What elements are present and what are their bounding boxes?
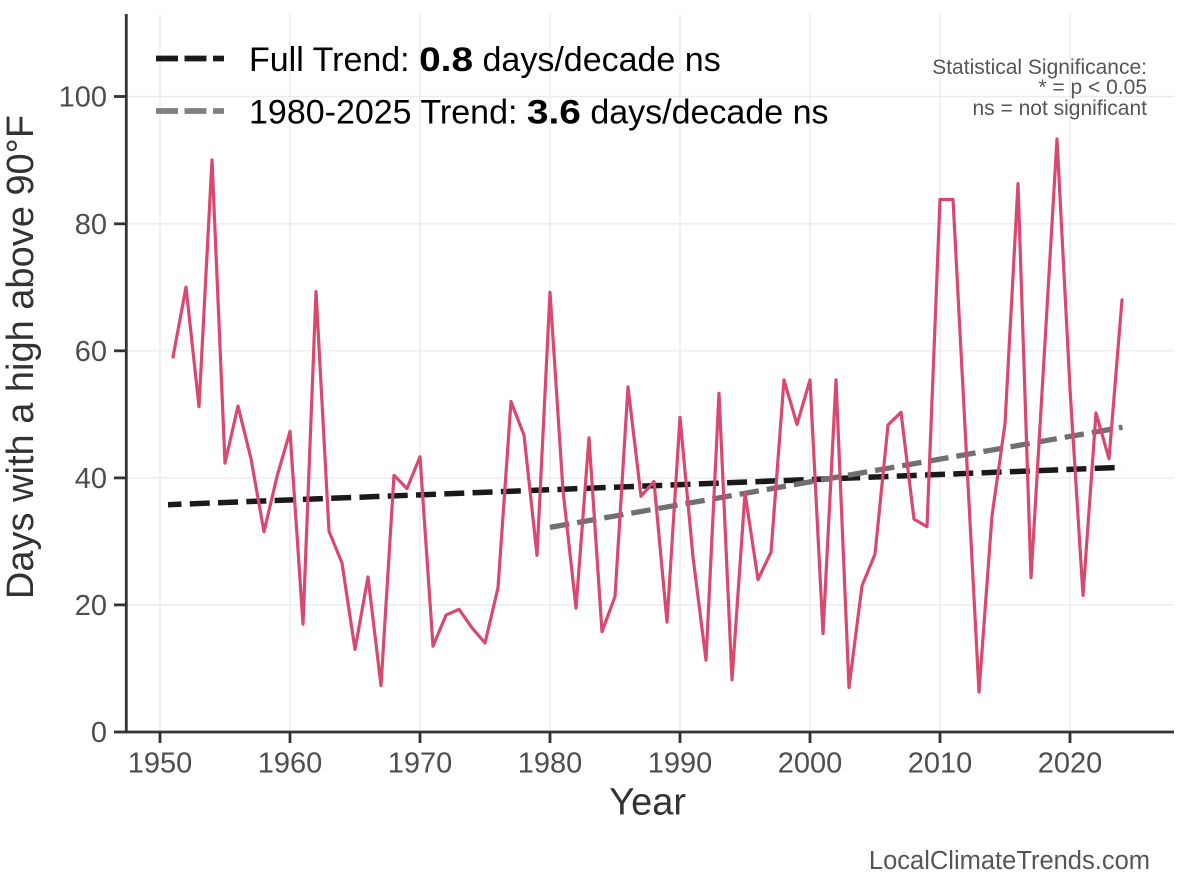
svg-text:20: 20 bbox=[75, 590, 107, 622]
svg-text:1960: 1960 bbox=[258, 748, 323, 780]
svg-text:2020: 2020 bbox=[1038, 748, 1103, 780]
svg-text:40: 40 bbox=[75, 463, 107, 495]
svg-text:1950: 1950 bbox=[128, 748, 193, 780]
svg-text:ns = not significant: ns = not significant bbox=[972, 97, 1147, 120]
svg-text:60: 60 bbox=[75, 336, 107, 368]
svg-text:Statistical Significance:: Statistical Significance: bbox=[932, 56, 1147, 79]
svg-text:Days with a high above 90°F: Days with a high above 90°F bbox=[0, 115, 42, 599]
svg-text:Year: Year bbox=[609, 782, 686, 824]
svg-text:* = p < 0.05: * = p < 0.05 bbox=[1038, 76, 1147, 99]
svg-text:100: 100 bbox=[59, 82, 107, 114]
svg-text:Full Trend: 0.8 days/decade ns: Full Trend: 0.8 days/decade ns bbox=[249, 41, 721, 79]
svg-text:1980-2025 Trend: 3.6 days/deca: 1980-2025 Trend: 3.6 days/decade ns bbox=[249, 94, 829, 132]
svg-text:0: 0 bbox=[91, 717, 107, 749]
svg-text:80: 80 bbox=[75, 209, 107, 241]
svg-text:2000: 2000 bbox=[778, 748, 843, 780]
svg-text:LocalClimateTrends.com: LocalClimateTrends.com bbox=[869, 847, 1150, 875]
svg-text:1970: 1970 bbox=[388, 748, 453, 780]
svg-text:1990: 1990 bbox=[648, 748, 713, 780]
svg-text:1980: 1980 bbox=[518, 748, 583, 780]
svg-text:2010: 2010 bbox=[908, 748, 973, 780]
